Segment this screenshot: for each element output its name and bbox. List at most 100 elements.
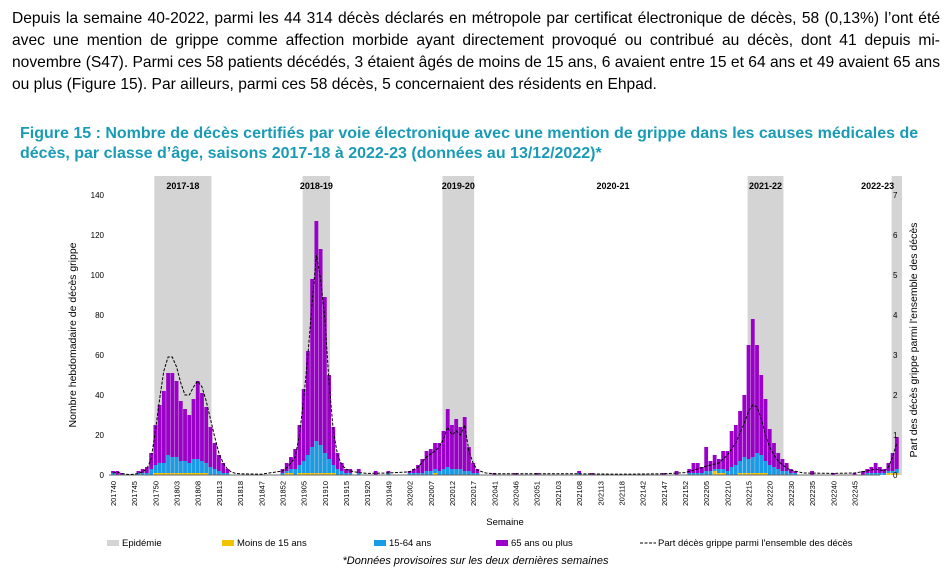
bar-65plus [695,463,700,473]
bar-15-64 [467,471,471,475]
bar-15-64 [170,457,175,473]
bar-15-64 [458,469,463,475]
bar-65plus [335,453,340,469]
legend-label: Part décès grippe parmi l'ensemble des d… [658,538,853,549]
season-label: 2017-18 [166,181,199,191]
bar-15-64 [183,461,187,473]
bar-65plus [195,381,200,459]
bar-15-64 [776,469,781,475]
bar-15-64 [411,473,416,475]
bar-15-64 [356,473,361,475]
bar-15-64 [314,441,319,473]
y2-tick-label: 3 [893,351,898,360]
bar-under15 [161,473,166,475]
epidemic-band [891,176,903,475]
bar-15-64 [331,465,336,473]
bar-65plus [513,473,518,475]
intro-paragraph: Depuis la semaine 40-2022, parmi les 44 … [12,10,940,93]
bar-65plus [140,469,145,473]
bar-15-64 [733,465,738,475]
x-tick-label: 202113 [596,481,605,505]
legend-swatch [107,540,119,546]
bar-65plus [763,399,768,461]
bar-15-64 [742,457,747,473]
x-tick-label: 201847 [257,481,266,506]
bar-65plus [212,443,217,469]
x-tick-label: 201905 [300,481,309,506]
bar-under15 [886,473,891,475]
x-tick-label: 202152 [681,481,690,506]
x-tick-label: 201803 [173,481,182,506]
x-tick-label: 202012 [448,481,457,506]
bar-15-64 [759,455,764,473]
bar-15-64 [695,473,700,475]
figure-title: Figure 15 : Nombre de décès certifiés pa… [20,125,919,162]
bar-15-64 [327,459,331,473]
y-axis-title: Nombre hebdomadaire de décès grippe [67,242,79,427]
x-tick-label: 201949 [384,481,393,506]
bar-65plus [780,459,785,471]
bar-65plus [704,447,709,471]
bar-65plus [674,471,679,475]
bar-65plus [217,455,221,471]
bar-65plus [471,463,476,473]
bar-15-64 [869,473,874,475]
bar-under15 [894,473,899,475]
x-tick-label: 201852 [278,481,287,506]
bar-65plus [793,471,798,473]
bar-65plus [475,469,480,473]
x-tick-label: 202041 [490,481,499,506]
bar-15-64 [161,463,166,473]
bar-15-64 [136,473,141,475]
x-tick-label: 202007 [427,481,436,506]
y2-tick-label: 0 [893,471,898,480]
bar-15-64 [729,467,734,475]
bar-15-64 [704,471,709,475]
x-tick-label: 202240 [829,481,838,506]
bar-65plus [200,393,204,461]
legend-label: 15-64 ans [389,538,432,549]
x-tick-label: 202017 [469,481,478,506]
y2-tick-label: 7 [893,191,898,200]
bar-65plus [861,471,865,475]
bar-65plus [721,451,726,469]
bar-65plus [322,297,327,453]
y-tick-label: 0 [100,471,105,480]
bar-65plus [339,463,344,471]
bar-65plus [708,461,713,471]
bar-under15 [301,473,306,475]
bar-15-64 [208,467,213,475]
bar-15-64 [873,473,878,475]
bar-15-64 [471,473,476,475]
x-tick-label: 201910 [321,481,330,506]
bar-15-64 [437,471,442,475]
x-tick-label: 201920 [363,481,372,506]
bar-65plus [204,407,209,463]
bar-15-64 [772,467,776,475]
bar-65plus [174,381,179,457]
bar-15-64 [454,469,459,475]
bar-65plus [297,425,302,465]
bar-15-64 [339,471,344,475]
bar-under15 [750,473,755,475]
y-tick-label: 40 [95,391,104,400]
bar-under15 [178,473,183,475]
bar-65plus [454,419,459,469]
bar-65plus [767,429,772,465]
bar-15-64 [738,461,742,473]
x-tick-label: 202230 [787,481,796,506]
bar-65plus [136,471,141,473]
bar-under15 [716,473,721,475]
ratio-line-group [112,254,898,476]
bar-under15 [174,473,179,475]
bar-65plus [441,431,446,469]
bar-65plus [111,471,115,473]
ratio-series-line [112,254,898,476]
y2-tick-label: 4 [893,311,898,320]
bar-15-64 [793,473,798,475]
x-tick-label: 202142 [639,481,648,506]
bar-65plus [742,395,747,457]
bar-15-64 [280,473,285,475]
bar-65plus [810,471,815,475]
bar-15-64 [348,473,353,475]
